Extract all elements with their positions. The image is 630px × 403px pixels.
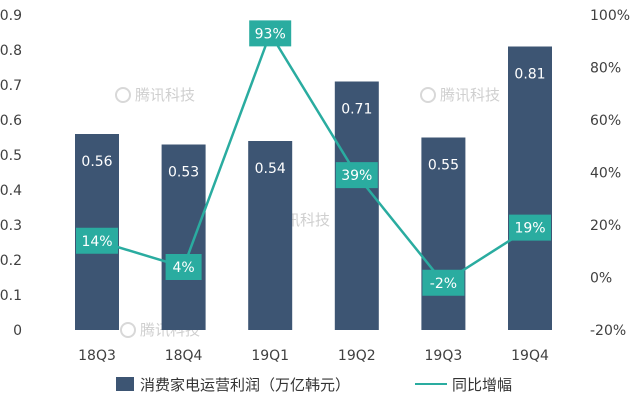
- line-value-label: 93%: [255, 26, 286, 42]
- right-tick-label: 60%: [590, 113, 621, 129]
- bar-value-label: 0.56: [81, 154, 112, 170]
- bar-value-label: 0.71: [341, 102, 372, 118]
- bar: [161, 144, 206, 330]
- line-point-badge: [76, 227, 118, 254]
- line-value-label: -2%: [430, 276, 457, 292]
- line-value-label: 14%: [81, 234, 112, 250]
- bar: [508, 46, 552, 330]
- left-tick-label: 0.3: [0, 218, 22, 234]
- line-data-labels: 14% 4% 93% 39% -2% 19%: [76, 20, 551, 296]
- line-value-label: 39%: [341, 168, 372, 184]
- right-axis: -20% 0% 20% 40% 60% 80% 100%: [590, 8, 630, 339]
- bar-value-label: 0.54: [255, 161, 286, 177]
- line-point-badge: [249, 20, 292, 47]
- x-axis: 18Q3 18Q4 19Q1 19Q2 19Q3 19Q4: [78, 348, 549, 364]
- category-label: 19Q3: [425, 348, 463, 364]
- left-tick-label: 0.5: [0, 148, 22, 164]
- category-label: 19Q4: [511, 348, 549, 364]
- left-tick-label: 0: [13, 323, 22, 339]
- line-value-label: 4%: [172, 260, 194, 276]
- legend-line-label: 同比增幅: [452, 376, 512, 394]
- legend-bar-label: 消费家电运营利润（万亿韩元）: [140, 376, 350, 394]
- left-tick-label: 0.7: [0, 78, 22, 94]
- line-point-badge: [422, 269, 465, 296]
- category-label: 18Q3: [78, 348, 116, 364]
- left-tick-label: 0.6: [0, 113, 22, 129]
- left-tick-label: 0.9: [0, 8, 22, 24]
- line-point-badge: [509, 214, 551, 241]
- bar-value-label: 0.53: [168, 165, 199, 181]
- category-label: 19Q1: [251, 348, 289, 364]
- category-label: 18Q4: [165, 348, 203, 364]
- category-label: 19Q2: [338, 348, 376, 364]
- bar-value-label: 0.81: [514, 67, 545, 83]
- line-value-label: 19%: [514, 221, 545, 237]
- left-axis: 0 0.1 0.2 0.3 0.4 0.5 0.6 0.7 0.8 0.9: [0, 8, 22, 339]
- legend: 消费家电运营利润（万亿韩元） 同比增幅: [116, 376, 512, 394]
- line-point-badge: [165, 254, 202, 280]
- watermark-icon: [420, 87, 436, 103]
- bar: [334, 81, 379, 330]
- watermark-icon: [115, 87, 131, 103]
- left-tick-label: 0.2: [0, 253, 22, 269]
- left-tick-label: 0.4: [0, 183, 22, 199]
- right-tick-label: -20%: [590, 323, 626, 339]
- watermark-icon: [120, 322, 136, 338]
- watermark-text: 腾讯科技: [135, 86, 195, 104]
- bar-value-label: 0.55: [428, 158, 459, 174]
- left-tick-label: 0.8: [0, 43, 22, 59]
- bar: [421, 137, 466, 330]
- right-tick-label: 40%: [590, 166, 621, 182]
- right-tick-label: 100%: [590, 8, 630, 24]
- right-tick-label: 20%: [590, 218, 621, 234]
- left-tick-label: 0.1: [0, 288, 22, 304]
- watermark-text: 腾讯科技: [440, 86, 500, 104]
- legend-bar-swatch: [116, 377, 134, 391]
- bar: [248, 141, 293, 330]
- line-point-badge: [335, 162, 378, 189]
- right-tick-label: 80%: [590, 61, 621, 77]
- right-tick-label: 0%: [590, 271, 612, 287]
- bar-data-labels: 0.56 0.53 0.54 0.71 0.55 0.81: [81, 67, 545, 181]
